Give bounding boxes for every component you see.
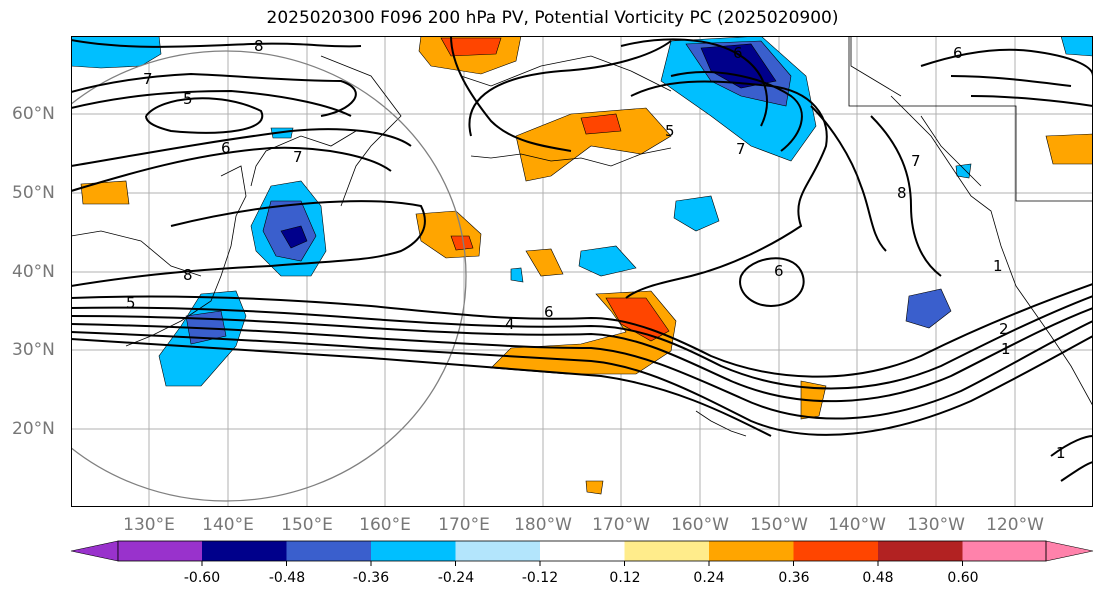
lon-label: 150°E	[281, 515, 333, 535]
lon-label: 120°W	[986, 515, 1044, 535]
lon-label: 140°E	[202, 515, 254, 535]
contour-label: 6	[733, 44, 743, 62]
colorbar-swatch	[70, 540, 119, 562]
colorbar-swatch	[118, 541, 202, 561]
lat-label: 30°N	[12, 340, 55, 360]
colorbar-swatch	[371, 541, 456, 561]
colorbar-label: -0.12	[521, 570, 559, 586]
lat-label: 40°N	[12, 262, 55, 282]
contour-label: 7	[736, 140, 746, 158]
map-panel: 8 7 5 6 7 8 5 4 6 6 1 2 1 1 6 7 8 7 5 6	[0, 35, 1094, 507]
colorbar-label: -0.24	[437, 570, 475, 586]
contour-label: 8	[183, 266, 193, 284]
contour-label-group: 8 7 5 6 7 8 5 4 6 6 1 2 1 1 6 7 8 7 5 6	[126, 37, 1066, 462]
coastlines	[70, 36, 1094, 437]
contour-label: 7	[293, 148, 303, 166]
range-circle	[0, 50, 467, 502]
pv-contours	[70, 35, 1094, 482]
contour-label: 5	[126, 294, 136, 312]
contour-label: 6	[953, 44, 963, 62]
map-frame	[71, 36, 1093, 507]
contour-label: 1	[993, 257, 1003, 275]
lon-label: 180°W	[514, 515, 572, 535]
lon-label: 170°E	[438, 515, 490, 535]
contour-label: 1	[1056, 444, 1066, 462]
contour-label: 5	[183, 90, 193, 108]
colorbar-swatch	[624, 541, 709, 561]
colorbar-swatch	[793, 541, 878, 561]
colorbar-label: 0.24	[693, 570, 725, 586]
chart-title: 2025020300 F096 200 hPa PV, Potential Vo…	[266, 8, 839, 28]
lon-label: 150°W	[750, 515, 808, 535]
contour-label: 8	[254, 37, 264, 55]
colorbar-label: 0.60	[947, 570, 979, 586]
colorbar-swatch	[962, 541, 1046, 561]
colorbar-label: -0.60	[183, 570, 221, 586]
colorbar-swatch	[1045, 540, 1094, 562]
colorbar-label: 0.36	[778, 570, 810, 586]
contour-label: 4	[505, 315, 515, 333]
contour-label: 5	[665, 122, 675, 140]
lat-label: 50°N	[12, 183, 55, 203]
contour-label: 6	[774, 262, 784, 280]
lon-label: 130°W	[907, 515, 965, 535]
colorbar-swatch	[878, 541, 963, 561]
colorbar-swatch	[709, 541, 794, 561]
colorbar-label: 0.48	[862, 570, 894, 586]
colorbar-swatch	[455, 541, 540, 561]
lon-label: 130°E	[123, 515, 175, 535]
colorbar-swatch	[202, 541, 287, 561]
contour-label: 2	[999, 320, 1009, 338]
contour-label: 8	[897, 184, 907, 202]
colorbar-swatch	[540, 541, 625, 561]
colorbar-swatches	[70, 540, 1094, 562]
graticule	[71, 36, 1093, 507]
lon-label: 160°W	[671, 515, 729, 535]
colorbar-outline	[117, 540, 1047, 562]
contour-label: 1	[1001, 340, 1011, 358]
colorbar-label: -0.48	[268, 570, 306, 586]
contour-label: 6	[221, 139, 231, 157]
map-canvas: 8 7 5 6 7 8 5 4 6 6 1 2 1 1 6 7 8 7 5 6	[0, 35, 1094, 507]
colorbar-swatch	[286, 541, 371, 561]
colorbar-ticks	[201, 561, 963, 566]
lat-label: 60°N	[12, 104, 55, 124]
contour-label: 7	[143, 70, 153, 88]
colorbar-label: 0.12	[609, 570, 641, 586]
lon-label: 170°W	[592, 515, 650, 535]
lat-label: 20°N	[12, 419, 55, 439]
lon-label: 140°W	[828, 515, 886, 535]
lon-label: 160°E	[359, 515, 411, 535]
contour-label: 7	[911, 152, 921, 170]
colorbar-label: -0.36	[352, 570, 390, 586]
contour-label: 6	[544, 303, 554, 321]
